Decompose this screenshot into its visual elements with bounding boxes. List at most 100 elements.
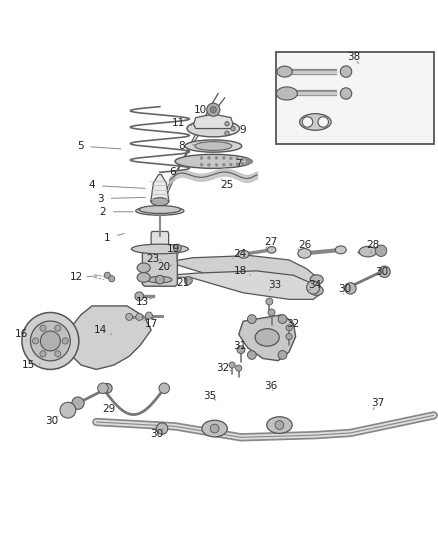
Ellipse shape [310,275,323,285]
Text: 32: 32 [216,363,229,373]
Circle shape [302,117,313,127]
Ellipse shape [139,206,180,214]
Circle shape [223,157,225,159]
Text: 30: 30 [339,284,352,294]
Text: 15: 15 [22,360,35,370]
Text: 24: 24 [233,249,247,259]
Ellipse shape [151,198,169,206]
Text: 16: 16 [14,329,28,340]
Circle shape [241,158,244,160]
Text: 18: 18 [233,266,247,276]
Circle shape [104,272,110,278]
Text: 7: 7 [235,159,242,168]
Circle shape [225,122,229,126]
Text: 19: 19 [166,244,180,254]
Circle shape [60,402,76,418]
Polygon shape [149,247,171,278]
Polygon shape [239,314,296,361]
Text: 20: 20 [158,262,171,272]
Circle shape [241,163,244,165]
Ellipse shape [267,417,292,433]
Circle shape [379,266,390,278]
Circle shape [286,334,292,340]
Circle shape [275,421,284,430]
Ellipse shape [175,155,251,168]
Ellipse shape [131,244,188,254]
Circle shape [208,157,210,159]
Ellipse shape [277,66,293,77]
Text: 12: 12 [70,272,83,282]
Circle shape [135,292,144,301]
Circle shape [40,351,46,357]
Ellipse shape [185,140,242,152]
Circle shape [156,423,168,434]
Circle shape [159,383,170,393]
Ellipse shape [194,142,232,150]
Circle shape [266,298,273,305]
Circle shape [231,126,235,131]
Circle shape [223,164,225,166]
Text: 29: 29 [102,404,115,414]
Circle shape [72,397,84,409]
Circle shape [225,131,229,135]
Circle shape [184,277,192,285]
Circle shape [155,275,164,284]
Circle shape [62,338,68,344]
Text: 14: 14 [94,325,107,335]
Ellipse shape [136,206,184,215]
Text: 1: 1 [104,233,111,243]
Ellipse shape [298,248,311,258]
Text: 2: 2 [99,207,106,217]
Text: 10: 10 [194,104,207,115]
Text: 33: 33 [268,280,282,290]
Text: 21: 21 [177,278,190,288]
Text: 23: 23 [146,254,159,264]
Circle shape [247,314,256,324]
Polygon shape [140,271,322,300]
Circle shape [145,312,152,319]
Ellipse shape [300,114,331,130]
Text: 17: 17 [145,319,158,329]
Ellipse shape [238,251,249,258]
Circle shape [375,245,387,256]
Text: 13: 13 [136,296,149,306]
Circle shape [55,351,61,357]
Ellipse shape [137,273,150,282]
Polygon shape [142,251,177,286]
Circle shape [247,351,256,359]
Circle shape [230,163,232,166]
Circle shape [98,383,108,393]
Text: 30: 30 [45,416,58,426]
Polygon shape [194,114,233,128]
Circle shape [340,88,352,99]
Text: 3: 3 [97,193,104,204]
Ellipse shape [202,420,227,437]
Text: 30: 30 [150,429,163,439]
Circle shape [340,66,352,77]
Circle shape [230,157,232,159]
Ellipse shape [267,247,276,253]
Circle shape [210,107,216,113]
Circle shape [215,164,218,166]
Circle shape [102,383,112,393]
Ellipse shape [137,263,150,273]
Text: 5: 5 [77,141,84,151]
Text: 36: 36 [264,381,277,391]
Circle shape [318,117,328,127]
Circle shape [32,338,39,344]
FancyBboxPatch shape [276,52,434,144]
Ellipse shape [187,120,240,137]
Circle shape [278,351,287,359]
Text: 37: 37 [371,398,384,408]
Circle shape [307,281,320,294]
Text: 9: 9 [240,125,247,135]
Circle shape [345,282,356,294]
Text: 25: 25 [220,181,233,190]
Ellipse shape [276,87,297,100]
Circle shape [286,325,292,331]
Circle shape [200,164,203,166]
Polygon shape [151,231,169,249]
Polygon shape [151,174,169,201]
Circle shape [278,314,287,324]
Circle shape [215,157,218,159]
